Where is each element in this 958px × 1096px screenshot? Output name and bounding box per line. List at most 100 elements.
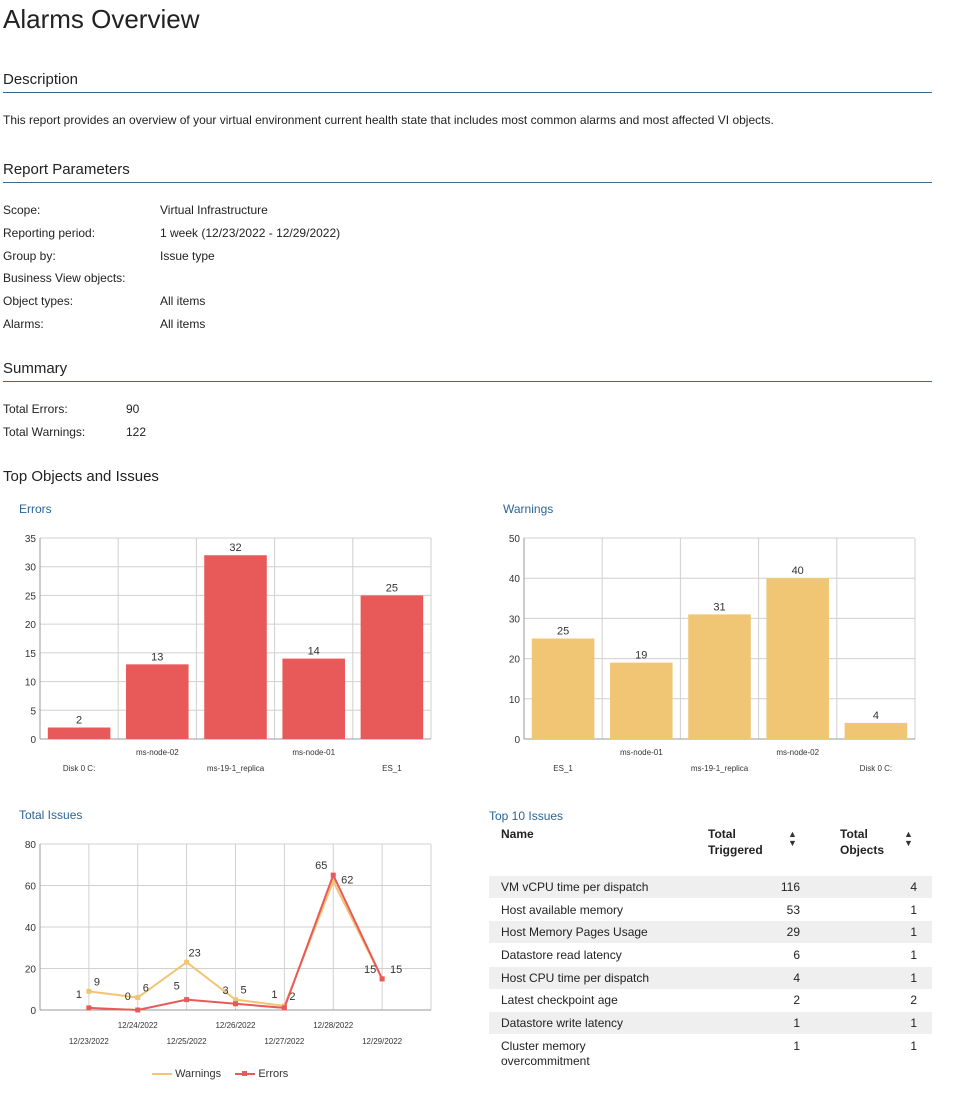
- issue-name: Host available memory: [501, 903, 624, 917]
- y-tick-label: 5: [30, 706, 36, 717]
- data-point: [330, 872, 336, 878]
- data-point: [86, 988, 92, 994]
- bar: [766, 578, 829, 739]
- x-tick-label: Disk 0 C:: [860, 764, 892, 773]
- bar: [688, 614, 751, 739]
- data-label: 25: [386, 582, 398, 594]
- legend-label-errors: Errors: [258, 1068, 289, 1080]
- total-triggered: 1: [793, 1039, 800, 1053]
- data-label: 19: [635, 650, 647, 662]
- data-label: 4: [873, 710, 879, 722]
- y-tick-label: 15: [25, 649, 37, 660]
- table-row: Datastore write latency 1 1: [489, 1012, 932, 1034]
- sort-icon[interactable]: ▲ ▼: [904, 829, 913, 848]
- param-label: Alarms:: [3, 317, 44, 331]
- total-objects: 1: [910, 948, 917, 962]
- param-label: Business View objects:: [3, 271, 126, 285]
- summary-label: Total Warnings:: [3, 425, 86, 439]
- param-value: All items: [160, 294, 206, 308]
- data-label: 2: [289, 991, 295, 1003]
- x-tick-label: 12/23/2022: [69, 1037, 110, 1046]
- sort-icon[interactable]: ▲ ▼: [788, 829, 797, 848]
- description-rule: [3, 92, 932, 93]
- data-label: 31: [713, 601, 725, 613]
- description-text: This report provides an overview of your…: [3, 113, 774, 127]
- data-label: 1: [76, 989, 82, 1001]
- y-tick-label: 60: [25, 882, 37, 893]
- summary-value: 90: [126, 402, 140, 416]
- summary-value: 122: [126, 425, 147, 439]
- summary-rule: [3, 381, 932, 382]
- y-tick-label: 50: [509, 534, 521, 545]
- y-tick-label: 20: [509, 655, 521, 666]
- data-label: 13: [151, 651, 163, 663]
- y-tick-label: 10: [509, 695, 521, 706]
- bar: [282, 658, 345, 739]
- total-issues-legend: Warnings Errors: [152, 1068, 288, 1080]
- x-tick-label: 12/27/2022: [264, 1037, 305, 1046]
- data-label: 2: [76, 715, 82, 727]
- top-objects-heading: Top Objects and Issues: [3, 468, 159, 485]
- param-value: Issue type: [160, 249, 215, 263]
- y-tick-label: 80: [25, 840, 37, 851]
- total-triggered: 4: [793, 971, 800, 985]
- table-row: Cluster memory overcommitment 1 1: [489, 1035, 932, 1071]
- report-parameters-heading: Report Parameters: [3, 161, 130, 178]
- data-label: 65: [315, 860, 327, 872]
- data-label: 9: [94, 976, 100, 988]
- x-tick-label: ES_1: [553, 764, 573, 773]
- total-objects: 1: [910, 925, 917, 939]
- table-row: Datastore read latency 6 1: [489, 944, 932, 966]
- total-triggered: 29: [786, 925, 800, 939]
- data-point: [184, 959, 190, 965]
- x-tick-label: 12/26/2022: [215, 1021, 256, 1030]
- y-tick-label: 0: [30, 1006, 36, 1017]
- bar: [531, 638, 595, 739]
- x-tick-label: 12/25/2022: [167, 1037, 208, 1046]
- description-heading: Description: [3, 71, 79, 88]
- data-point: [233, 1001, 238, 1007]
- data-point: [135, 995, 141, 1001]
- issue-name: Datastore write latency: [501, 1016, 624, 1030]
- y-tick-label: 35: [25, 534, 37, 545]
- total-triggered: 53: [786, 903, 800, 917]
- issue-name: Host CPU time per dispatch: [501, 971, 650, 985]
- data-label: 5: [240, 985, 246, 997]
- total-triggered: 2: [793, 993, 800, 1007]
- y-tick-label: 20: [25, 620, 37, 631]
- x-tick-label: ms-19-1_replica: [691, 764, 749, 773]
- data-label: 23: [189, 947, 201, 959]
- data-point: [379, 976, 385, 982]
- page-title: Alarms Overview: [3, 4, 200, 34]
- y-tick-label: 0: [514, 735, 520, 746]
- data-label: 1: [271, 989, 277, 1001]
- total-objects: 2: [910, 993, 917, 1007]
- total-issues-chart: 02040608012/23/202212/24/202212/25/20221…: [25, 840, 432, 1046]
- data-label: 40: [792, 565, 804, 577]
- errors-legend-swatch: [235, 1071, 256, 1077]
- issue-name: Latest checkpoint age: [501, 993, 618, 1007]
- errors-chart: 0 5 10 15 20 25 30 35 2 Disk 0 C: 13 ms-node-02 32 ms…: [25, 534, 432, 773]
- total-objects: 1: [910, 1039, 917, 1053]
- param-value: Virtual Infrastructure: [160, 203, 268, 217]
- bar: [47, 727, 111, 739]
- total-objects: 1: [910, 971, 917, 985]
- data-point: [184, 997, 190, 1003]
- y-tick-label: 10: [25, 678, 37, 689]
- data-point: [86, 1005, 92, 1011]
- warnings-chart-title: Warnings: [503, 502, 554, 516]
- top10-header-triggered[interactable]: Total Triggered: [708, 827, 763, 857]
- data-label: 6: [143, 983, 149, 995]
- warnings-chart: 0 10 20 30 40 50 25 ES_1 19 ms-node-01 31 ms-19-1_r…: [509, 534, 916, 773]
- legend-label-warnings: Warnings: [175, 1068, 222, 1080]
- data-label: 15: [364, 964, 376, 976]
- x-tick-label: ES_1: [382, 764, 402, 773]
- issue-name: Cluster memory overcommitment: [501, 1039, 590, 1068]
- table-row: Host Memory Pages Usage 29 1: [489, 921, 932, 943]
- top10-header-name[interactable]: Name: [501, 827, 534, 841]
- data-label: 62: [341, 874, 353, 886]
- top10-header-objects[interactable]: Total Objects: [840, 827, 885, 857]
- y-tick-label: 25: [25, 591, 37, 602]
- total-objects: 4: [910, 880, 917, 894]
- data-label: 3: [222, 985, 228, 997]
